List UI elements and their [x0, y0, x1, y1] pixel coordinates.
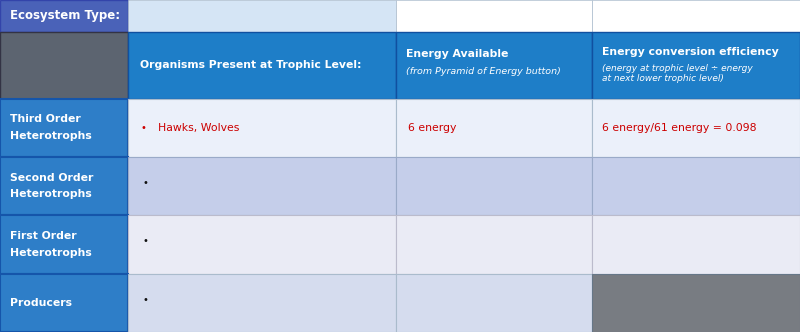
Bar: [0, 99, 128, 157]
Bar: [396, 0, 592, 32]
Text: •: •: [140, 123, 146, 133]
Text: Organisms Present at Trophic Level:: Organisms Present at Trophic Level:: [140, 60, 362, 70]
Text: Third Order: Third Order: [10, 115, 80, 124]
Bar: [592, 157, 800, 215]
Text: First Order: First Order: [10, 231, 76, 241]
Bar: [128, 274, 396, 332]
Text: •: •: [142, 178, 148, 188]
Bar: [592, 32, 800, 99]
Text: Producers: Producers: [10, 298, 72, 308]
Bar: [396, 157, 592, 215]
Text: Second Order: Second Order: [10, 173, 93, 183]
Text: Hawks, Wolves: Hawks, Wolves: [158, 123, 240, 133]
Bar: [396, 215, 592, 274]
Text: Energy Available: Energy Available: [406, 49, 508, 59]
Bar: [0, 215, 128, 274]
Bar: [592, 215, 800, 274]
Bar: [592, 0, 800, 32]
Text: Ecosystem Type:: Ecosystem Type:: [10, 10, 120, 23]
Text: •: •: [142, 294, 148, 304]
Text: Heterotrophs: Heterotrophs: [10, 131, 91, 141]
Bar: [396, 99, 592, 157]
Bar: [128, 0, 396, 32]
Text: Heterotrophs: Heterotrophs: [10, 248, 91, 258]
Bar: [0, 32, 128, 99]
Bar: [0, 0, 128, 32]
Bar: [0, 157, 128, 215]
Text: Energy conversion efficiency: Energy conversion efficiency: [602, 47, 778, 57]
Text: Heterotrophs: Heterotrophs: [10, 190, 91, 200]
Bar: [396, 274, 592, 332]
Text: (energy at trophic level ÷ energy
at next lower trophic level): (energy at trophic level ÷ energy at nex…: [602, 64, 752, 83]
Text: 6 energy: 6 energy: [408, 123, 456, 133]
Bar: [128, 157, 396, 215]
Bar: [0, 274, 128, 332]
Bar: [128, 32, 396, 99]
Bar: [592, 99, 800, 157]
Bar: [592, 274, 800, 332]
Bar: [128, 99, 396, 157]
Text: (from Pyramid of Energy button): (from Pyramid of Energy button): [406, 67, 561, 76]
Text: 6 energy/61 energy = 0.098: 6 energy/61 energy = 0.098: [602, 123, 756, 133]
Bar: [396, 32, 592, 99]
Text: •: •: [142, 236, 148, 246]
Bar: [128, 215, 396, 274]
